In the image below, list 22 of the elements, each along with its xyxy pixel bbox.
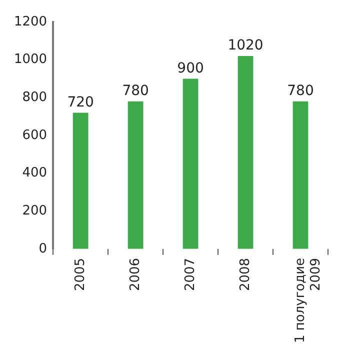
x-tick-label: 2005 [72, 258, 88, 292]
x-tick-label: 1 полугодие 2009 [292, 258, 324, 343]
y-tick-label: 600 [22, 128, 48, 143]
y-tick-label: 400 [22, 166, 48, 181]
y-tick-label: 200 [22, 203, 48, 218]
y-tick-label: 0 [38, 241, 48, 256]
data-label: 780 [122, 83, 149, 100]
bar [182, 78, 198, 249]
bar [128, 101, 144, 249]
data-label: 900 [177, 60, 204, 76]
y-tick-label: 1000 [14, 52, 48, 68]
y-tick-label: 1200 [14, 14, 48, 30]
bar [72, 112, 88, 249]
x-tick-label: 2007 [182, 258, 198, 292]
bar [292, 101, 308, 249]
x-tick-label: 2008 [238, 258, 253, 292]
data-label: 780 [287, 83, 314, 100]
y-tick-label: 800 [22, 90, 48, 106]
data-label: 1020 [228, 38, 264, 54]
bar [238, 56, 254, 249]
x-tick-label: 2006 [128, 258, 143, 292]
data-label: 720 [67, 94, 94, 110]
